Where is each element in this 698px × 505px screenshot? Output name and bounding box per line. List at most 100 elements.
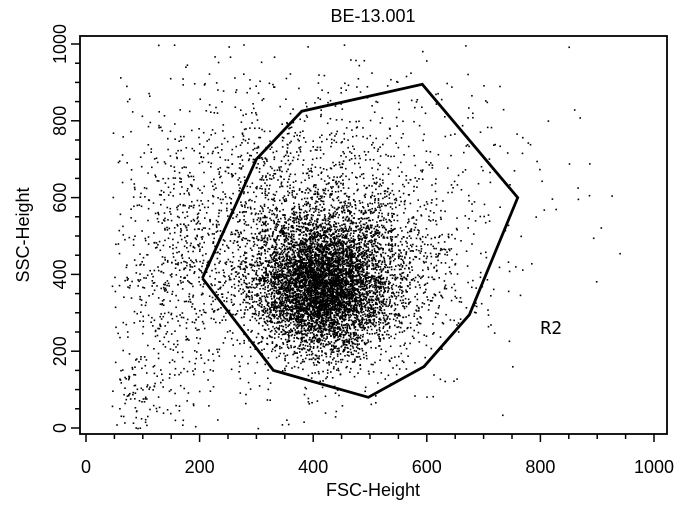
data-point bbox=[297, 218, 300, 220]
data-point bbox=[297, 295, 300, 297]
data-point bbox=[300, 339, 303, 342]
data-point bbox=[345, 302, 347, 304]
data-point bbox=[313, 342, 315, 345]
data-point bbox=[288, 223, 290, 226]
data-point bbox=[342, 251, 344, 254]
data-point bbox=[320, 342, 322, 345]
data-point bbox=[307, 238, 310, 240]
data-point bbox=[294, 329, 296, 331]
data-point bbox=[304, 265, 306, 268]
data-point bbox=[335, 363, 337, 365]
data-point bbox=[345, 298, 348, 300]
data-point bbox=[336, 268, 338, 270]
data-point bbox=[400, 263, 402, 266]
data-point bbox=[350, 280, 352, 282]
data-point bbox=[309, 302, 311, 304]
data-point bbox=[247, 273, 250, 275]
data-point bbox=[371, 274, 373, 277]
data-point bbox=[243, 290, 246, 293]
data-point bbox=[285, 326, 287, 329]
data-point bbox=[308, 326, 310, 328]
data-point bbox=[337, 251, 340, 253]
data-point bbox=[389, 360, 391, 363]
data-point bbox=[336, 260, 338, 263]
data-point bbox=[362, 255, 365, 257]
data-point bbox=[347, 276, 350, 278]
data-point bbox=[346, 245, 348, 248]
data-point bbox=[333, 284, 335, 286]
data-point bbox=[320, 242, 323, 245]
data-point bbox=[325, 311, 327, 313]
data-point bbox=[300, 264, 303, 266]
data-point bbox=[326, 231, 329, 233]
data-point bbox=[341, 312, 343, 315]
data-point bbox=[279, 313, 281, 315]
data-point bbox=[390, 287, 393, 289]
data-point bbox=[289, 270, 292, 272]
data-point bbox=[320, 331, 323, 333]
data-point bbox=[348, 225, 351, 228]
data-point bbox=[327, 278, 330, 281]
data-point bbox=[330, 348, 333, 350]
data-point bbox=[284, 320, 287, 323]
data-point bbox=[374, 292, 377, 295]
data-point bbox=[339, 265, 341, 267]
data-point bbox=[366, 302, 368, 305]
data-point bbox=[336, 257, 339, 259]
data-point bbox=[297, 225, 300, 228]
data-point bbox=[316, 340, 319, 342]
data-point bbox=[267, 286, 269, 289]
data-point bbox=[307, 302, 310, 305]
data-point bbox=[346, 308, 349, 310]
data-point bbox=[282, 304, 285, 307]
data-point bbox=[337, 259, 340, 262]
data-point bbox=[289, 257, 291, 259]
data-point bbox=[375, 313, 378, 316]
data-point bbox=[242, 268, 245, 270]
data-point bbox=[283, 248, 285, 251]
data-point bbox=[348, 293, 350, 295]
data-point bbox=[324, 290, 327, 293]
data-point bbox=[296, 312, 299, 315]
data-point bbox=[326, 298, 328, 301]
data-point bbox=[342, 327, 345, 330]
data-point bbox=[302, 234, 305, 236]
data-point bbox=[378, 293, 381, 295]
data-point bbox=[319, 315, 322, 317]
data-point bbox=[277, 251, 279, 253]
data-point bbox=[335, 276, 338, 278]
data-point bbox=[314, 272, 317, 275]
data-point bbox=[365, 251, 367, 253]
data-point bbox=[394, 244, 396, 247]
data-point bbox=[309, 303, 311, 306]
data-point bbox=[281, 309, 284, 312]
data-point bbox=[290, 284, 292, 287]
data-point bbox=[361, 320, 363, 322]
data-point bbox=[301, 304, 303, 306]
data-point bbox=[334, 269, 336, 272]
data-point bbox=[360, 315, 362, 317]
data-point bbox=[267, 328, 270, 330]
data-point bbox=[285, 222, 288, 224]
data-point bbox=[283, 312, 285, 315]
data-point bbox=[371, 224, 373, 227]
data-point bbox=[281, 328, 284, 331]
data-point bbox=[338, 347, 340, 350]
data-point bbox=[310, 300, 312, 303]
data-point bbox=[302, 275, 305, 278]
data-point bbox=[348, 264, 350, 266]
data-point bbox=[346, 261, 349, 263]
data-point bbox=[290, 261, 293, 264]
data-point bbox=[363, 275, 366, 278]
data-point bbox=[271, 329, 273, 332]
data-point bbox=[264, 299, 267, 301]
data-point bbox=[249, 306, 252, 309]
data-point bbox=[286, 341, 288, 343]
data-point bbox=[351, 361, 354, 363]
data-point bbox=[348, 274, 350, 277]
data-point bbox=[341, 316, 344, 318]
data-point bbox=[251, 269, 254, 271]
data-point bbox=[312, 362, 315, 364]
data-point bbox=[407, 298, 410, 301]
data-point bbox=[311, 277, 314, 279]
